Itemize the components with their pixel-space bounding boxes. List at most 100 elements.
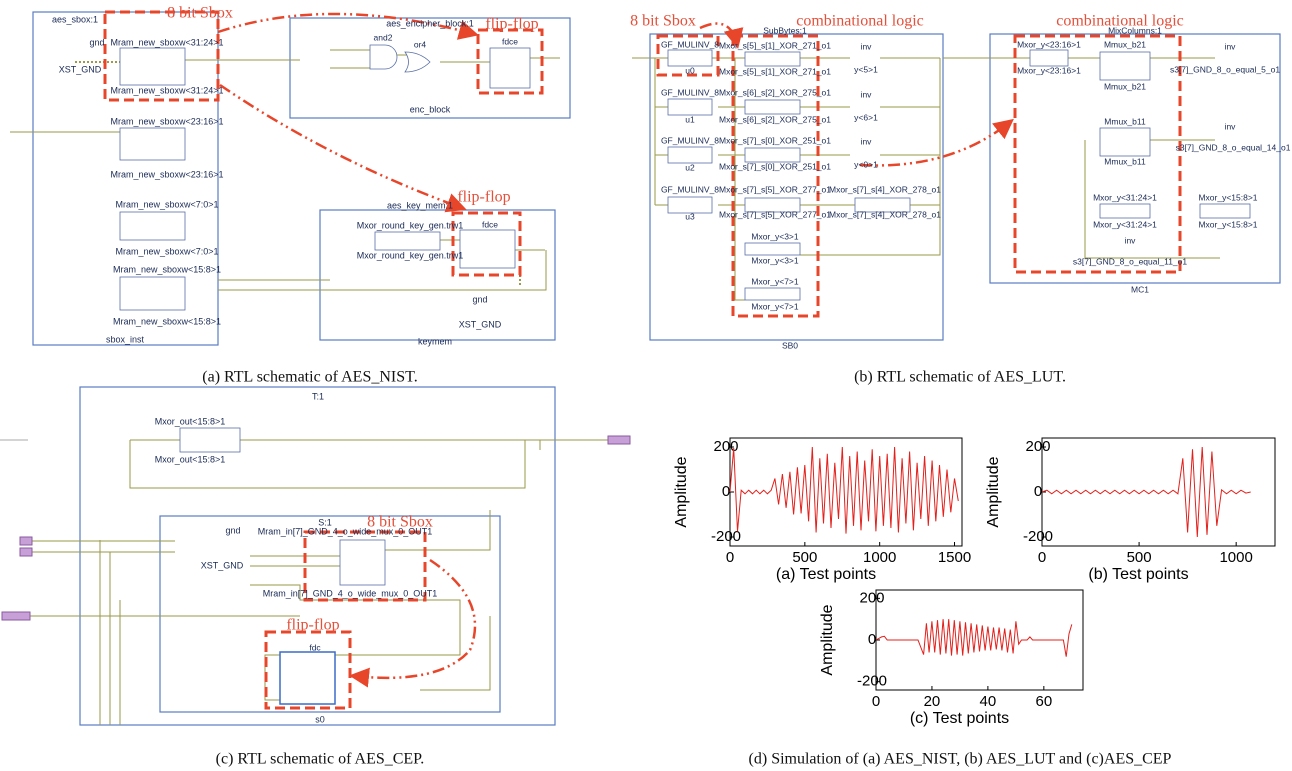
label: Mram_in[7]_GND_4_o_wide_mux_0_OUT1 <box>263 588 438 598</box>
label: Mxor_s[7]_s[5]_XOR_277_o1 <box>719 209 831 219</box>
label: y<5>1 <box>854 64 878 74</box>
highlight-box <box>303 530 427 602</box>
cell <box>667 98 713 116</box>
y-tick-label: 200 <box>1025 438 1050 455</box>
x-tick-label: 0 <box>1038 549 1046 566</box>
label: inv <box>1225 121 1237 131</box>
schematic-c: T:1 Mxor_out<15:8>1 Mxor_out<15:8>1 S:1 … <box>0 0 631 768</box>
port <box>19 536 33 546</box>
label: inv <box>1125 235 1137 245</box>
annotation: combinational logic <box>1056 13 1184 30</box>
label: Mxor_s[6]_s[2]_XOR_275_o1 <box>719 114 831 124</box>
label: XST_GND <box>201 560 244 570</box>
label: fdc <box>309 642 321 652</box>
cell <box>119 127 186 161</box>
label: gnd <box>89 37 104 47</box>
y-tick-label: 0 <box>722 483 730 500</box>
label: s0 <box>315 714 325 724</box>
module-box <box>649 33 944 341</box>
line <box>729 446 959 534</box>
x-tick-label: 1500 <box>938 549 971 566</box>
arrow <box>349 558 477 688</box>
y-tick-label: 0 <box>1034 483 1042 500</box>
label: Mram_new_sboxw<15:8>1 <box>113 316 221 326</box>
label: Mxor_y<7>1 <box>751 301 799 311</box>
cells <box>667 49 1251 301</box>
annotation: 8 bit Sbox <box>367 514 433 531</box>
label: u1 <box>685 114 695 124</box>
x-tick-label: 60 <box>1035 693 1052 710</box>
label: Mxor_y<3>1 <box>751 255 799 265</box>
label: Mram_new_sboxw<23:16>1 <box>110 169 223 179</box>
annotation: flip-flop <box>457 189 510 206</box>
label: GF_MULINV_8 <box>661 135 719 145</box>
label: Mxor_s[6]_s[2]_XOR_275_o1 <box>719 87 831 97</box>
cell <box>1099 127 1151 157</box>
y-axis-label: Amplitude <box>985 456 1002 527</box>
cell <box>1099 203 1151 219</box>
cell <box>1029 49 1069 67</box>
label: aes_encipher_block:1 <box>386 18 474 28</box>
cell <box>744 287 801 301</box>
label: or4 <box>414 39 427 49</box>
label: Mxor_s[7]_s[5]_XOR_277_o1 <box>719 184 831 194</box>
label: Mxor_s[7]_s[4]_XOR_278_o1 <box>829 209 941 219</box>
port <box>1 611 31 621</box>
x-axis-label: (c) Test points <box>910 710 1009 727</box>
schematic-a: aes_sbox:1 8 bit Sbox gnd XST_GND Mram_n… <box>10 5 571 386</box>
label: Mxor_out<15:8>1 <box>155 416 226 426</box>
cell <box>667 196 713 214</box>
annotation: flip-flop <box>485 16 538 33</box>
label: inv <box>861 136 873 146</box>
label: Mxor_y<31:24>1 <box>1093 219 1157 229</box>
y-tick-label: -200 <box>711 528 741 545</box>
label: Mram_new_sboxw<15:8>1 <box>113 264 221 274</box>
x-tick-label: 0 <box>872 693 880 710</box>
label: s3[7]_GND_8_o_equal_11_o1 <box>1073 256 1187 266</box>
label: Mxor_y<7>1 <box>751 276 799 286</box>
highlight-box <box>451 211 522 277</box>
label: u0 <box>685 65 695 75</box>
label: S:1 <box>318 517 332 527</box>
label: enc_block <box>410 104 451 114</box>
cell <box>459 229 516 269</box>
label: Mram_new_sboxw<23:16>1 <box>110 116 223 126</box>
highlight-box <box>731 34 820 318</box>
cell <box>339 539 386 586</box>
cell <box>744 242 801 256</box>
label: u3 <box>685 211 695 221</box>
y-tick-label: 200 <box>713 438 738 455</box>
line <box>875 619 1073 657</box>
label: Mxor_y<3>1 <box>751 231 799 241</box>
highlight-box <box>476 28 544 95</box>
cell <box>667 146 713 164</box>
chart: 0 500 1000 1500 -200 0 200 (a) Test points Ampli… <box>673 437 971 583</box>
cell <box>1099 51 1151 81</box>
label: Mxor_y<15:8>1 <box>1198 219 1257 229</box>
label: Mxor_y<23:16>1 <box>1017 65 1081 75</box>
label: XST_GND <box>459 319 502 329</box>
y-axis-label: Amplitude <box>673 456 690 527</box>
cell <box>854 197 911 213</box>
label: Mmux_b21 <box>1104 39 1146 49</box>
module-box <box>289 17 571 119</box>
x-tick-label: 500 <box>1127 549 1152 566</box>
label: Mxor_y<23:16>1 <box>1017 39 1081 49</box>
highlight-box <box>656 34 720 77</box>
label: SubBytes:1 <box>763 25 807 35</box>
annotation: flip-flop <box>286 617 339 634</box>
x-tick-label: 40 <box>980 693 997 710</box>
cell <box>744 197 801 213</box>
label: Mxor_round_key_gen.trw1 <box>357 250 464 260</box>
port <box>607 435 631 445</box>
caption: (d) Simulation of (a) AES_NIST, (b) AES_… <box>749 751 1172 768</box>
x-axis-label: (b) Test points <box>1088 566 1188 583</box>
y-tick-label: 200 <box>859 589 884 606</box>
cell <box>744 51 801 67</box>
x-axis-label: (a) Test points <box>776 566 876 583</box>
label: Mram_new_sboxw<7:0>1 <box>115 246 218 256</box>
label: Mram_new_sboxw<31:24>1 <box>110 85 223 95</box>
chart: 0 20 40 60 -200 0 200 (c) Test points Amplitude <box>819 589 1084 727</box>
label: Mxor_s[7]_s[4]_XOR_278_o1 <box>829 184 941 194</box>
